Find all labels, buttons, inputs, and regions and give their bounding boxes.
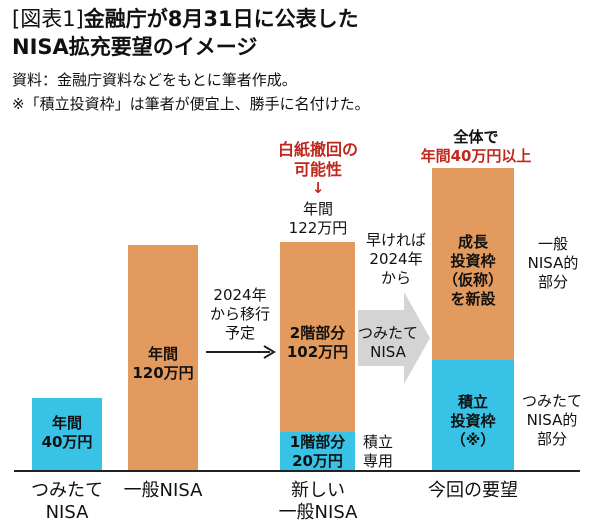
- arrow1-label-line1: 2024年: [213, 286, 267, 304]
- transition-arrow-icon: [206, 345, 276, 359]
- side-top-line2: NISA的: [527, 254, 579, 272]
- category-request: 今回の要望: [428, 480, 518, 501]
- growth-line4: を新設: [450, 290, 496, 308]
- figure-title-line1: [図表1]金融庁が8月31日に公表した: [12, 7, 359, 31]
- withdrawn-label-line1: 白紙撤回の: [277, 140, 358, 159]
- growth-frame-bar: 成長 投資枠 （仮称） を新設: [432, 168, 514, 360]
- category-new: 新しい 一般NISA: [278, 480, 358, 523]
- growth-line2: 投資枠: [450, 252, 496, 270]
- floor1-line1: 1階部分: [289, 433, 346, 451]
- figure-title-line2: NISA拡充要望のイメージ: [12, 35, 258, 59]
- new-top-line1: 年間: [302, 200, 333, 218]
- side-bottom-line3: 部分: [536, 430, 567, 448]
- growth-line1: 成長: [457, 233, 488, 251]
- side-bottom-line2: NISA的: [526, 411, 578, 429]
- arrow2-label-line1: 早ければ: [365, 231, 426, 249]
- tsumitate-nisa-bar: 年間 40万円: [32, 398, 102, 471]
- side-top-line1: 一般: [537, 235, 568, 253]
- withdrawn-label-line2: 可能性: [293, 160, 342, 179]
- new-top-line2: 122万円: [288, 219, 348, 237]
- accum-line1: 積立: [457, 393, 488, 411]
- accum-frame-bar: 積立 投資枠 （※）: [432, 360, 514, 471]
- side-bottom-line1: つみたて: [521, 392, 582, 410]
- arrow1-label-line3: 予定: [224, 324, 255, 342]
- total-amount-label: 年間40万円以上: [420, 147, 532, 165]
- accum-line3: （※）: [450, 431, 496, 449]
- ippan-nisa-bar: 年間 120万円: [128, 245, 198, 471]
- floor2-line1: 2階部分: [289, 324, 346, 342]
- new-floor1-bar: 1階部分 20万円: [280, 432, 355, 471]
- baseline: [14, 470, 580, 472]
- floor2-line2: 102万円: [286, 343, 349, 361]
- accum-only-line2: 専用: [362, 452, 393, 470]
- new-floor2-bar: 2階部分 102万円: [280, 242, 355, 432]
- ippan-box-line2: 120万円: [132, 364, 194, 382]
- arrow2-inside-line1: つみたて: [358, 324, 419, 342]
- gray-block-arrow-icon: [358, 292, 430, 384]
- source-note: 資料：金融庁資料などをもとに筆者作成。: [12, 71, 297, 89]
- tsumitate-box-line2: 40万円: [41, 433, 93, 451]
- side-top-line3: 部分: [537, 273, 568, 291]
- arrow2-inside-line2: NISA: [370, 343, 406, 361]
- accum-line2: 投資枠: [450, 412, 496, 430]
- arrow2-label-line3: から: [380, 269, 411, 287]
- category-tsumitate: つみたて NISA: [31, 480, 103, 523]
- total-head-label: 全体で: [453, 128, 499, 146]
- tsumitate-box-line1: 年間: [51, 414, 82, 432]
- growth-line3: （仮称）: [442, 271, 503, 289]
- remark-note: ※「積立投資枠」は筆者が便宜上、勝手に名付けた。: [12, 95, 370, 113]
- arrow1-label-line2: から移行: [209, 305, 270, 323]
- category-ippan: 一般NISA: [123, 480, 203, 501]
- down-arrow-icon: ↓: [311, 179, 325, 197]
- floor1-line2: 20万円: [292, 452, 343, 470]
- ippan-box-line1: 年間: [147, 345, 178, 363]
- accum-only-line1: 積立: [362, 433, 393, 451]
- arrow2-label-line2: 2024年: [369, 250, 423, 268]
